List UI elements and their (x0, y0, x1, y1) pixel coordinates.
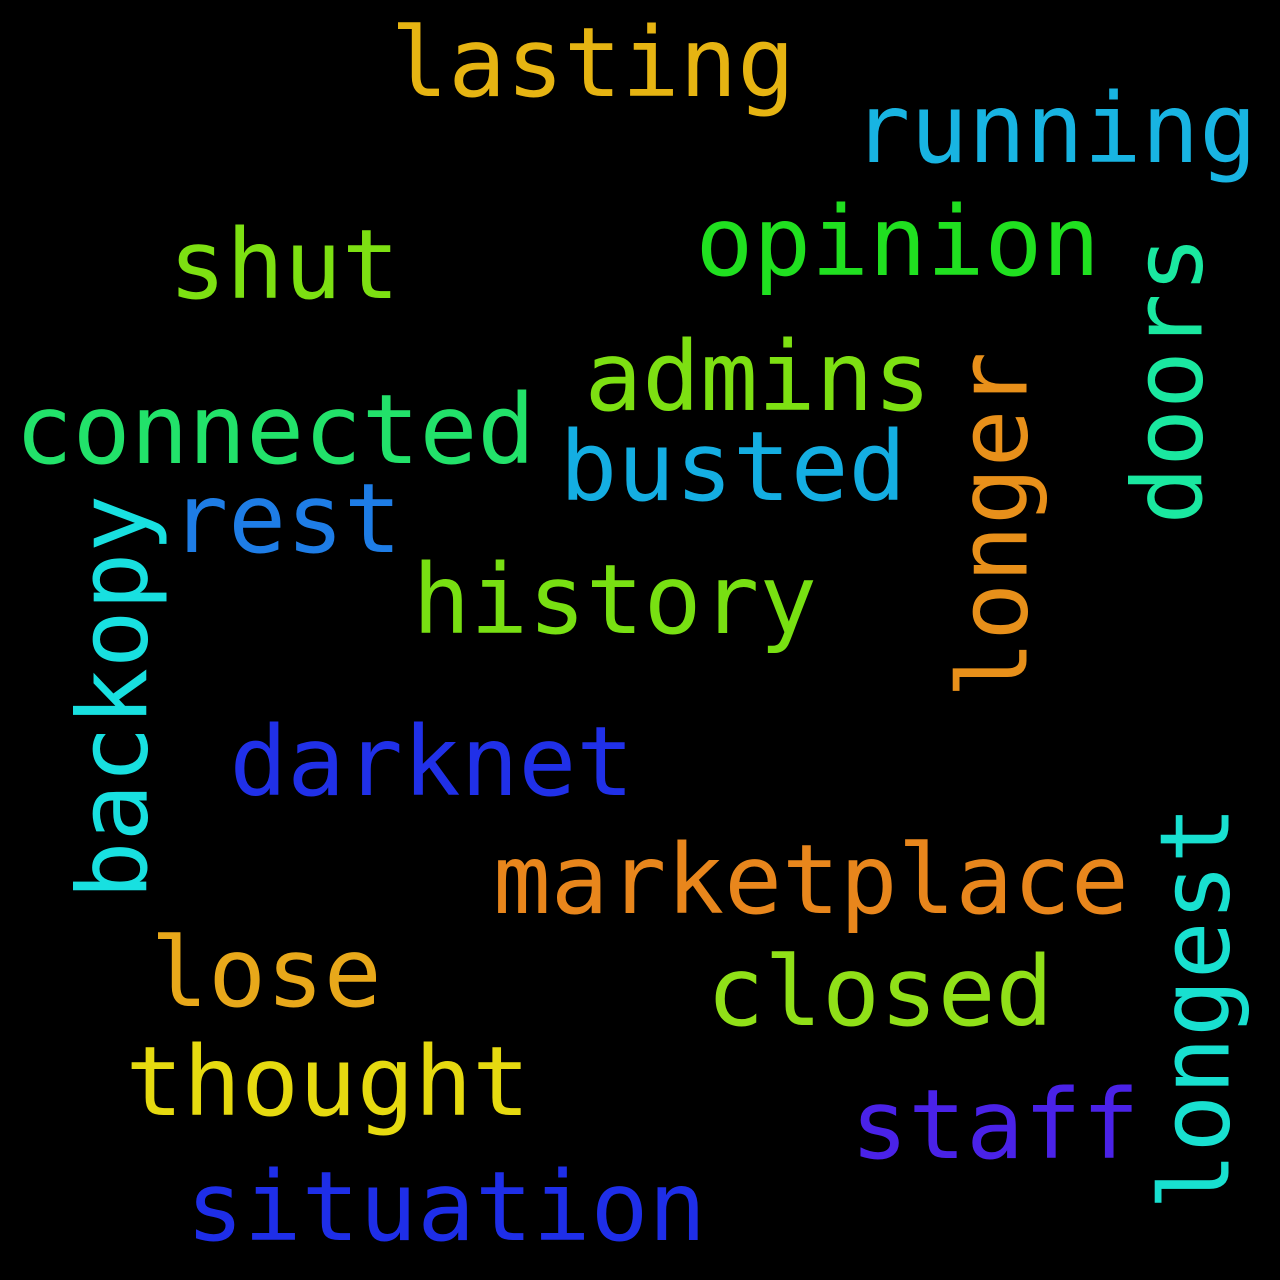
word-history: history (412, 544, 818, 656)
word-thought: thought (125, 1026, 531, 1138)
word-situation: situation (186, 1151, 707, 1263)
word-busted: busted (559, 411, 907, 523)
word-staff: staff (850, 1069, 1140, 1181)
word-connected: connected (15, 374, 536, 486)
word-closed: closed (706, 936, 1054, 1048)
word-rest: rest (170, 463, 402, 575)
word-marketplace: marketplace (493, 824, 1129, 936)
word-longer: longer (936, 351, 1049, 699)
word-doors: doors (1111, 235, 1224, 525)
word-shut: shut (168, 209, 400, 321)
word-opinion: opinion (695, 186, 1101, 298)
word-lose: lose (150, 917, 382, 1029)
word-longest: longest (1138, 805, 1251, 1211)
word-running: running (852, 73, 1258, 185)
word-lasting: lasting (390, 7, 796, 119)
word-darknet: darknet (229, 706, 635, 818)
word-admins: admins (584, 321, 932, 433)
word-backopy: backopy (56, 494, 169, 900)
